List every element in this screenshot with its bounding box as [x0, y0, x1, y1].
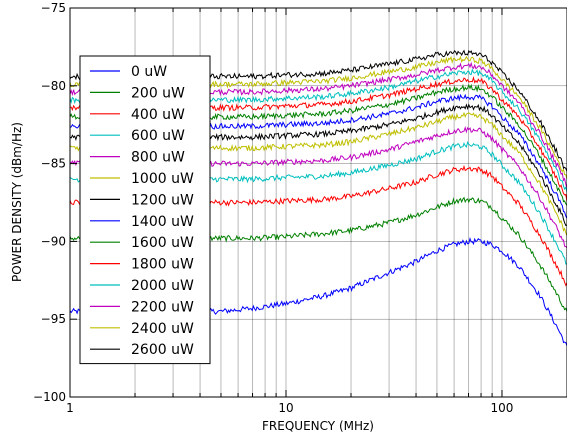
x-tick-label: 10	[278, 401, 293, 415]
legend-label: 200 uW	[131, 85, 185, 101]
legend-label: 1200 uW	[131, 192, 194, 208]
legend-label: 2400 uW	[131, 321, 194, 337]
plot-frame	[69, 7, 567, 398]
y-tick-label: −80	[41, 79, 66, 93]
y-tick-label: −100	[33, 390, 66, 404]
y-tick-label: −95	[41, 312, 66, 326]
legend: 0 uW 200 uW 400 uW 600 uW 800 uW 1000 uW 1200 …	[79, 55, 211, 365]
y-tick-label: −85	[41, 157, 66, 171]
legend-label: 400 uW	[131, 107, 185, 123]
x-axis-label: FREQUENCY (MHz)	[262, 419, 374, 433]
y-axis-label: POWER DENSITY (dBm/Hz)	[10, 122, 24, 282]
legend-label: 800 uW	[131, 150, 185, 166]
legend-label: 2200 uW	[131, 299, 194, 315]
y-tick-label: −90	[41, 234, 66, 248]
legend-label: 600 uW	[131, 128, 185, 144]
x-tick-label: 100	[491, 401, 514, 415]
legend-label: 2000 uW	[131, 278, 194, 294]
y-tick-label: −75	[41, 1, 66, 15]
legend-label: 2600 uW	[131, 342, 194, 358]
legend-box	[79, 55, 211, 365]
x-tick-label: 1	[66, 401, 74, 415]
legend-label: 1400 uW	[131, 214, 194, 230]
legend-label: 1600 uW	[131, 235, 194, 251]
legend-label: 1800 uW	[131, 257, 194, 273]
legend-label: 1000 uW	[131, 171, 194, 187]
legend-label: 0 uW	[131, 64, 167, 80]
